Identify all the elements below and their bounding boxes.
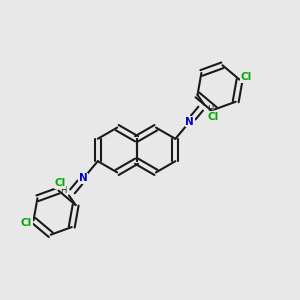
Text: N: N xyxy=(79,173,88,183)
Text: N: N xyxy=(185,117,194,127)
Text: Cl: Cl xyxy=(54,178,65,188)
Text: Cl: Cl xyxy=(208,112,219,122)
Text: Cl: Cl xyxy=(21,218,32,228)
Text: H: H xyxy=(207,105,213,114)
Text: H: H xyxy=(60,186,66,195)
Text: Cl: Cl xyxy=(241,72,252,82)
